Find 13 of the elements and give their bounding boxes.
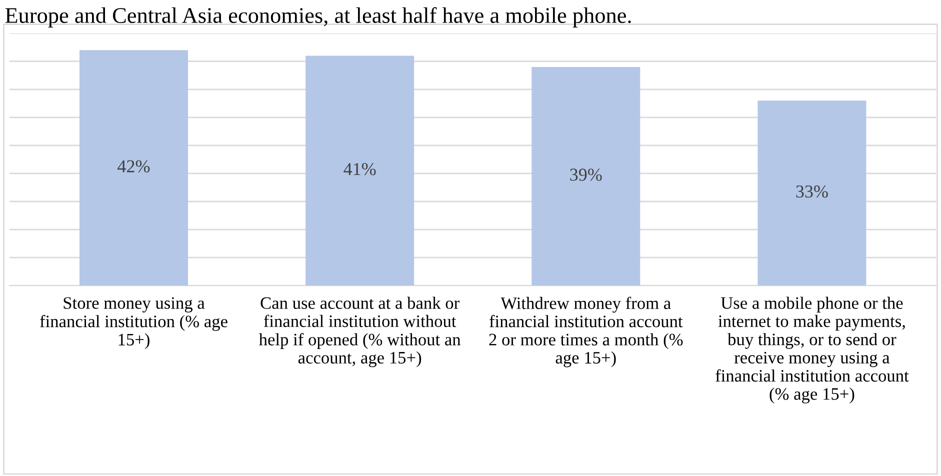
data-label: 41%	[344, 163, 376, 176]
x-tick-label: Use a mobile phone or the internet to make payments, buy things, or to send or receive money using a financial institution account (% age 15+)	[716, 296, 909, 404]
data-label: 33%	[796, 185, 828, 198]
bar	[758, 100, 866, 286]
chart-title: Europe and Central Asia economies, at least half have a mobile phone.	[5, 7, 631, 28]
bar	[306, 56, 414, 286]
data-label: 42%	[118, 160, 150, 172]
x-tick-label: Store money using a financial institution (% age 15+)	[40, 297, 228, 350]
bar	[532, 66, 640, 286]
x-tick-label: Can use account at a bank or financial institution without help if opened (% without an account, age 15+)	[258, 296, 461, 368]
bar	[79, 50, 188, 286]
data-label: 39%	[570, 168, 602, 181]
x-tick-label: Withdrew money from a financial institution account 2 or more times a month (% age 15+)	[489, 296, 683, 368]
